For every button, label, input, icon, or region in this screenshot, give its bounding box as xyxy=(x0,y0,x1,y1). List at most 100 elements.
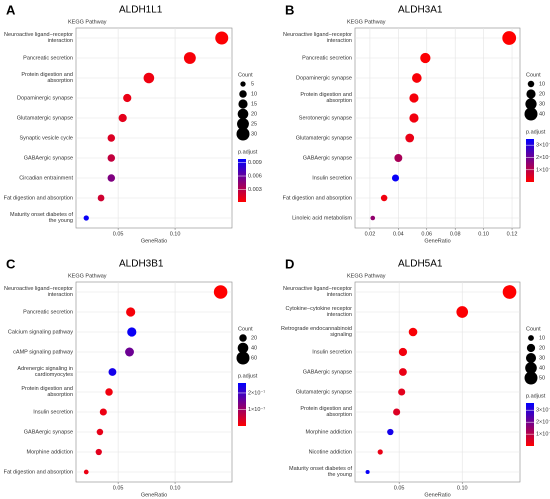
size-legend-dot xyxy=(238,99,248,109)
colorbar-label: 3×10⁻¹⁰ xyxy=(536,407,550,414)
size-legend-dot xyxy=(239,90,247,98)
panel-title: ALDH3B1 xyxy=(119,259,164,270)
x-tick-label: 0.12 xyxy=(507,231,518,237)
dot xyxy=(387,428,394,436)
size-legend-label: 30 xyxy=(539,101,545,107)
dot xyxy=(96,428,104,436)
dot xyxy=(409,113,419,123)
dot xyxy=(107,174,116,182)
y-axis-title: KEGG Pathway xyxy=(347,273,386,279)
dot xyxy=(420,52,431,64)
colorbar-label: 3×10⁻⁷ xyxy=(536,142,550,149)
dot xyxy=(409,93,419,103)
y-axis-title: KEGG Pathway xyxy=(68,273,107,279)
size-legend-label: 20 xyxy=(251,111,257,117)
x-tick-label: 0.04 xyxy=(393,231,404,237)
panel-letter: D xyxy=(285,256,294,271)
dot xyxy=(83,469,89,475)
y-tick-label: Insulin secretion xyxy=(312,349,352,355)
size-legend-title: Count xyxy=(238,326,253,332)
colorbar-label: 1×10⁻¹⁰ xyxy=(536,431,550,438)
dot xyxy=(215,31,229,45)
dot xyxy=(126,307,136,317)
x-tick-label: 0.05 xyxy=(113,485,124,491)
y-tick-label: Nicotine addiction xyxy=(309,449,352,455)
y-tick-label: Maturity onset diabetes of the young xyxy=(289,466,352,478)
y-tick-label: Fat digestion and absorption xyxy=(4,469,73,475)
panel-letter: A xyxy=(6,2,16,17)
size-legend-label: 40 xyxy=(539,111,545,117)
dot xyxy=(502,31,517,45)
size-legend-dot xyxy=(525,362,537,374)
y-tick-label: Calcium signaling pathway xyxy=(8,329,73,335)
plot-panel xyxy=(354,281,521,483)
size-legend-label: 60 xyxy=(251,355,257,361)
dot xyxy=(95,448,102,456)
y-tick-label: Linoleic acid metabolism xyxy=(292,215,352,221)
size-legend-label: 20 xyxy=(251,335,257,341)
y-tick-label: Adrenergic signaling in cardiomyocytes xyxy=(17,366,73,378)
y-tick-label: Dopaminergic synapse xyxy=(296,75,352,81)
y-tick-label: Pancreatic secretion xyxy=(23,309,73,315)
colorbar-label: 0.006 xyxy=(248,173,262,179)
size-legend-dot xyxy=(525,98,537,110)
dot xyxy=(107,134,116,142)
x-tick-label: 0.02 xyxy=(365,231,376,237)
size-legend-label: 10 xyxy=(539,81,545,87)
size-legend-dot xyxy=(239,334,247,342)
y-tick-label: Protein digestion and absorption xyxy=(21,72,73,84)
dot xyxy=(370,215,376,221)
size-legend-label: 5 xyxy=(251,81,254,87)
y-tick-label: Synaptic vesicle cycle xyxy=(20,135,74,141)
size-legend-label: 10 xyxy=(251,91,257,97)
size-legend-dot xyxy=(526,89,536,99)
y-tick-label: Glutamatergic synapse xyxy=(296,135,352,141)
size-legend-dot xyxy=(524,107,538,121)
dot xyxy=(107,154,116,162)
size-legend-dot xyxy=(527,80,535,88)
x-tick-label: 0.06 xyxy=(421,231,432,237)
size-legend-label: 40 xyxy=(251,345,257,351)
y-tick-label: Neuroactive ligand−receptor interaction xyxy=(283,32,352,44)
dot xyxy=(393,408,401,416)
y-tick-label: Circadian entrainment xyxy=(19,175,73,181)
size-legend-dot xyxy=(526,343,536,353)
color-legend-title: p.adjust xyxy=(238,373,258,379)
x-tick-label: 0.10 xyxy=(457,485,468,491)
x-axis-title: GeneRatio xyxy=(424,492,450,498)
size-legend-dot xyxy=(236,127,250,141)
x-axis-title: GeneRatio xyxy=(141,238,167,244)
size-legend-dot xyxy=(236,351,250,365)
y-tick-label: Cytokine−cytokine receptor interaction xyxy=(286,306,353,318)
y-tick-label: Neuroactive ligand−receptor interaction xyxy=(4,32,73,44)
y-tick-label: Pancreatic secretion xyxy=(23,55,73,61)
y-axis-title: KEGG Pathway xyxy=(347,19,386,25)
dot xyxy=(394,154,403,162)
colorbar-label: 0.009 xyxy=(248,160,262,166)
y-tick-label: Serotonergic synapse xyxy=(299,115,352,121)
y-tick-label: Protein digestion and absorption xyxy=(300,406,352,418)
y-tick-label: Protein digestion and absorption xyxy=(300,92,352,104)
colorbar-label: 2×10⁻⁷ xyxy=(248,389,265,396)
colorbar-label: 2×10⁻⁷ xyxy=(536,154,550,161)
y-tick-label: Insulin secretion xyxy=(33,409,73,415)
y-tick-label: Dopaminergic synapse xyxy=(17,95,73,101)
size-legend-label: 25 xyxy=(251,121,257,127)
plot-panel xyxy=(354,27,521,229)
y-tick-label: Retrograde endocannabinoid signaling xyxy=(281,326,352,338)
size-legend-title: Count xyxy=(526,326,541,332)
dot xyxy=(377,449,383,455)
dot xyxy=(391,174,400,182)
dot xyxy=(380,194,388,202)
size-legend-label: 10 xyxy=(539,335,545,341)
size-legend-dot xyxy=(524,371,538,385)
panel-letter: B xyxy=(285,2,294,17)
x-axis-title: GeneRatio xyxy=(424,238,450,244)
size-legend-dot xyxy=(237,118,249,130)
x-tick-label: 0.05 xyxy=(394,485,405,491)
dot xyxy=(108,368,117,376)
panel-title: ALDH1L1 xyxy=(119,5,163,16)
y-tick-label: Fat digestion and absorption xyxy=(283,195,352,201)
y-tick-label: Neuroactive ligand−receptor interaction xyxy=(4,286,73,298)
colorbar xyxy=(238,383,246,426)
